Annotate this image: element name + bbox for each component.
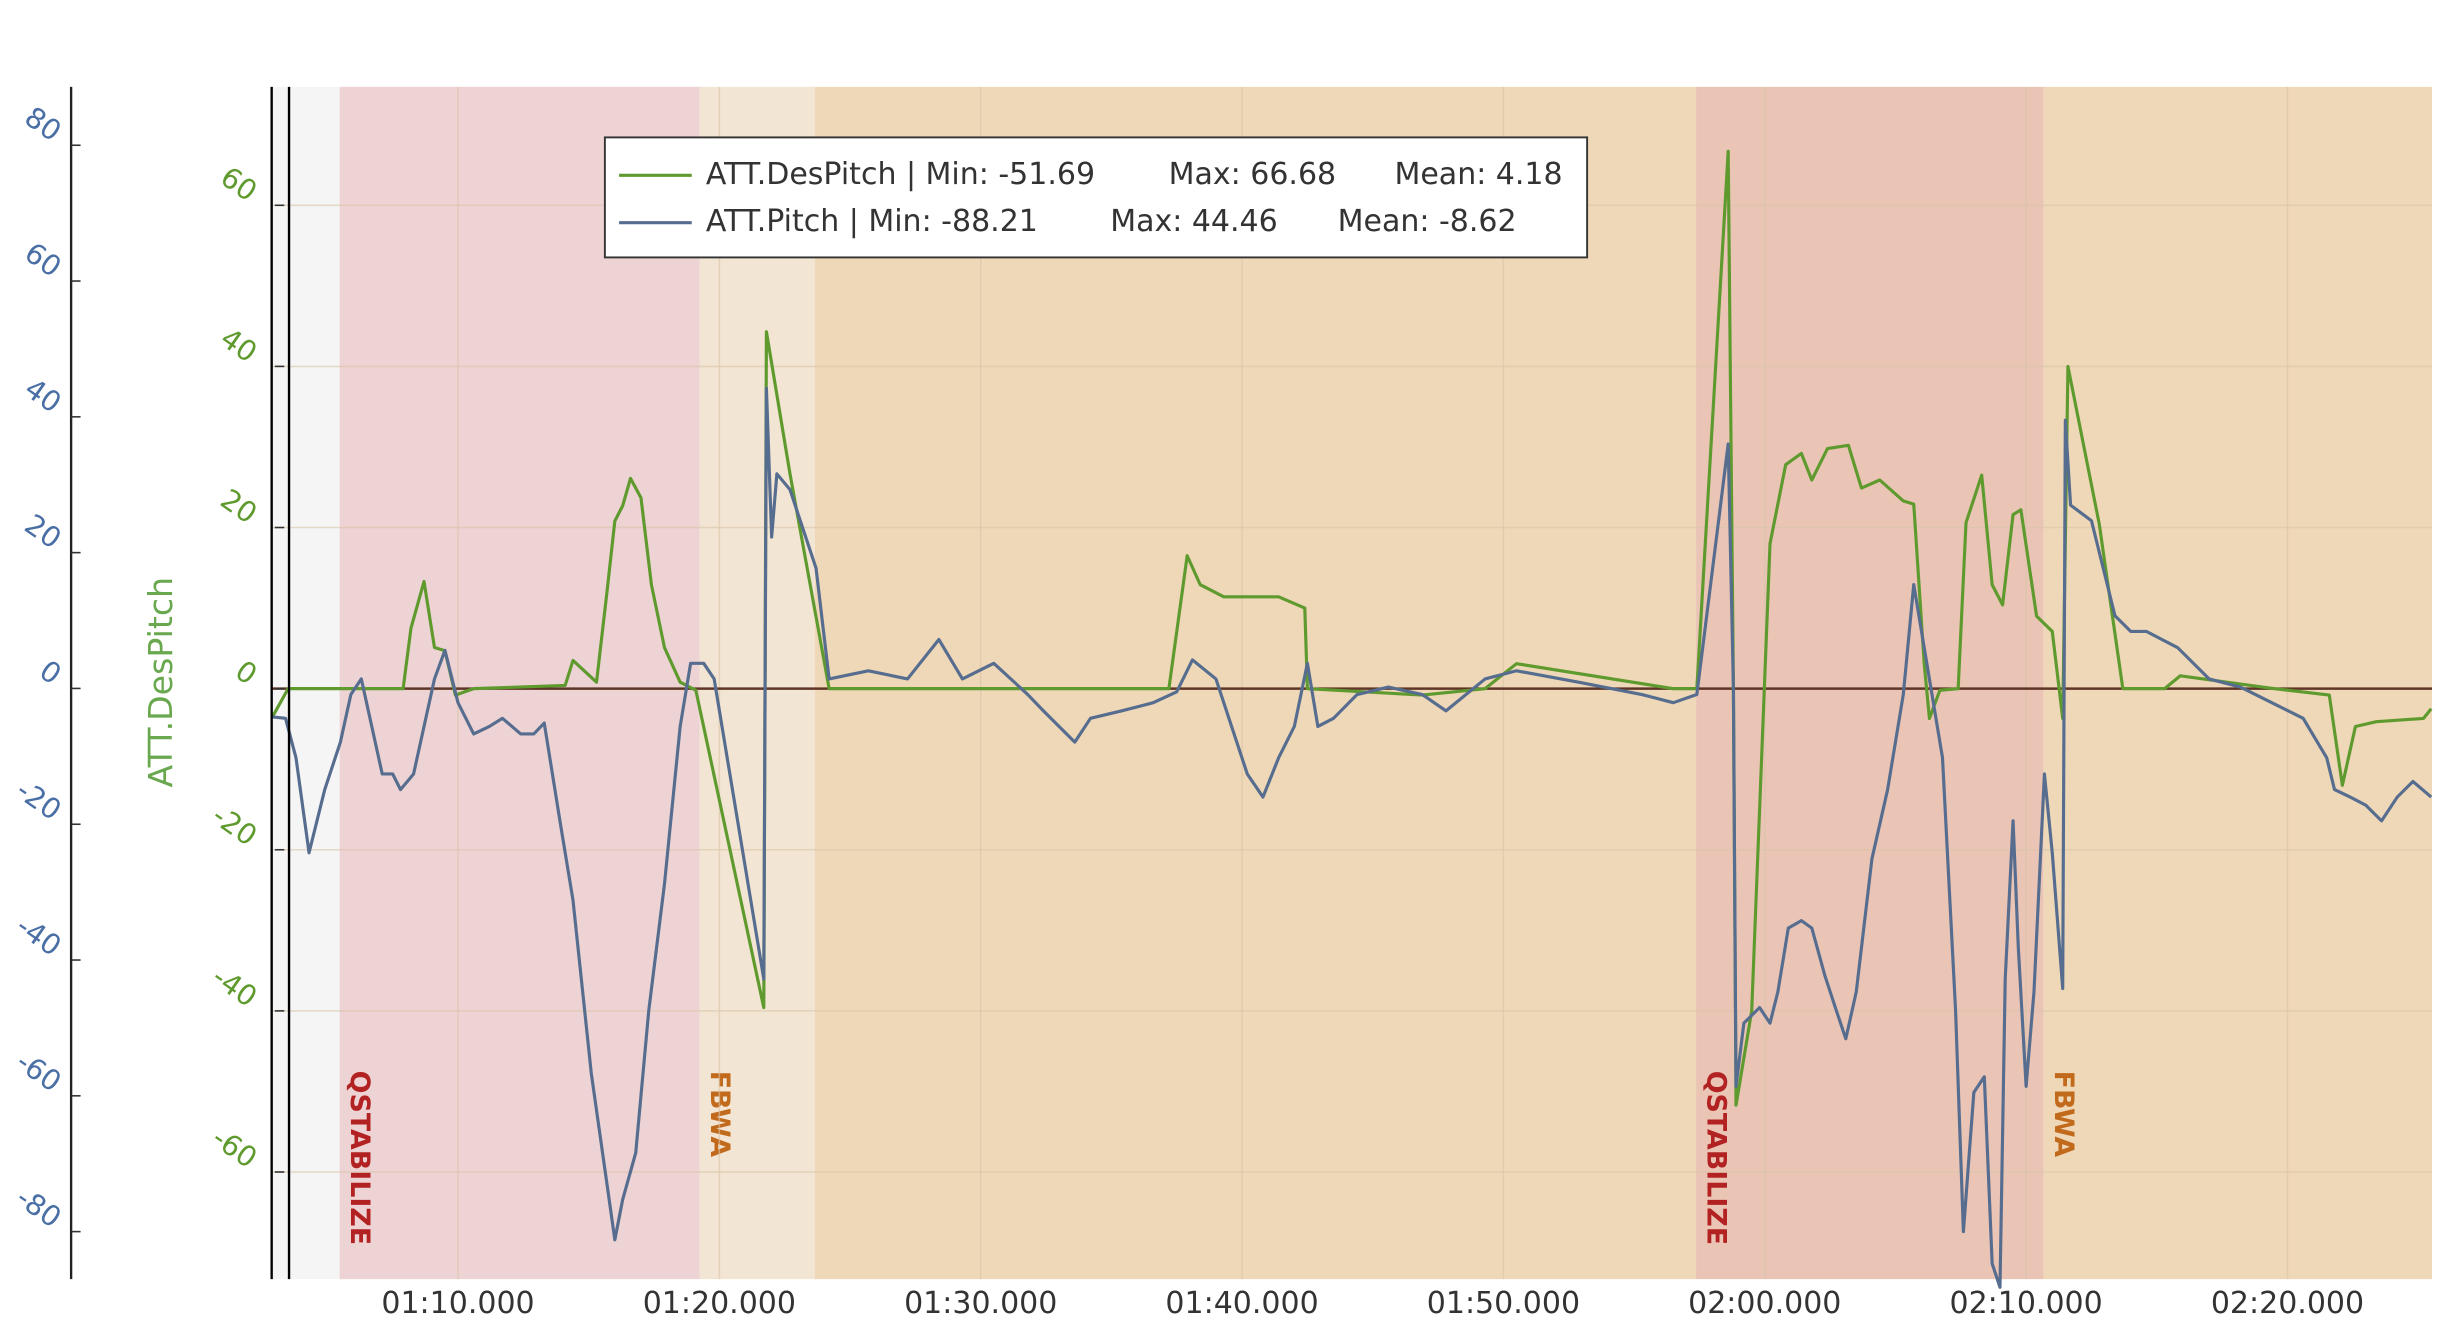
mode-band	[1696, 86, 2044, 1280]
legend-stat-value: 66.68	[1250, 157, 1336, 192]
y2-tick-label: -20	[10, 773, 67, 827]
grid	[271, 86, 2433, 1280]
x-tick-label: 02:00.000	[1688, 1286, 1841, 1321]
y2-tick-label: 40	[19, 372, 68, 420]
y2-tick-label: 80	[19, 100, 68, 148]
legend-stat-label: Max:	[1110, 204, 1182, 239]
x-tick-label: 02:10.000	[1949, 1286, 2102, 1321]
legend: ATT.DesPitch | Min: -51.69 Max: 66.68 Mean: 4.1…	[603, 136, 1589, 259]
legend-label: ATT.Pitch	[706, 204, 839, 239]
x-tick-label: 01:40.000	[1165, 1286, 1318, 1321]
mode-band	[815, 86, 1697, 1280]
y-tick-label: -20	[206, 799, 263, 853]
mode-band	[271, 86, 340, 1280]
y-tick-label: 0	[229, 654, 263, 691]
y-axis-title: ATT.DesPitch	[141, 577, 180, 788]
legend-stat-label: Mean:	[1394, 157, 1486, 192]
legend-stat-value: -88.21	[941, 204, 1038, 239]
y2-tick-label: 60	[19, 236, 68, 284]
y2-tick-label: -60	[10, 1045, 67, 1099]
y-tick-label: 20	[214, 483, 263, 531]
y-tick-label: 60	[214, 160, 263, 208]
legend-stat-label: Mean:	[1338, 204, 1430, 239]
x-tick-label: 01:20.000	[643, 1286, 796, 1321]
y-tick-label: 40	[214, 321, 263, 369]
y-tick-label: -60	[206, 1121, 263, 1175]
x-tick-label: 02:20.000	[2211, 1286, 2364, 1321]
mode-bands: QSTABILIZE FBWA QSTABILIZE FBWA	[271, 86, 2433, 1280]
y-tick-label: -40	[206, 960, 263, 1014]
x-tick-label: 01:30.000	[904, 1286, 1057, 1321]
legend-stat-label: Min:	[926, 157, 989, 192]
legend-stat-value: 44.46	[1192, 204, 1278, 239]
legend-stat-value: 4.18	[1496, 157, 1563, 192]
x-tick-label: 01:10.000	[381, 1286, 534, 1321]
y2-tick-label: 20	[19, 508, 68, 556]
mode-label: QSTABILIZE	[1700, 1071, 1731, 1245]
y2-tick-label: -80	[10, 1181, 67, 1235]
y2-tick-label: 0	[33, 654, 67, 691]
series-lines	[271, 149, 2433, 1289]
mode-label: FBWA	[2048, 1071, 2079, 1158]
legend-stat-label: Max:	[1169, 157, 1241, 192]
legend-box	[603, 136, 1589, 259]
y2-tick-label: -40	[10, 909, 67, 963]
mode-band	[339, 86, 700, 1280]
mode-label: QSTABILIZE	[344, 1071, 375, 1245]
legend-label: ATT.DesPitch	[706, 157, 897, 192]
legend-stat-label: Min:	[868, 204, 931, 239]
legend-separator: |	[849, 204, 859, 239]
legend-separator: |	[906, 157, 916, 192]
series-line	[272, 386, 2433, 1289]
legend-stat-value: -8.62	[1439, 204, 1517, 239]
legend-stat-value: -51.69	[998, 157, 1095, 192]
x-tick-label: 01:50.000	[1427, 1286, 1580, 1321]
series-line	[271, 149, 2433, 1107]
